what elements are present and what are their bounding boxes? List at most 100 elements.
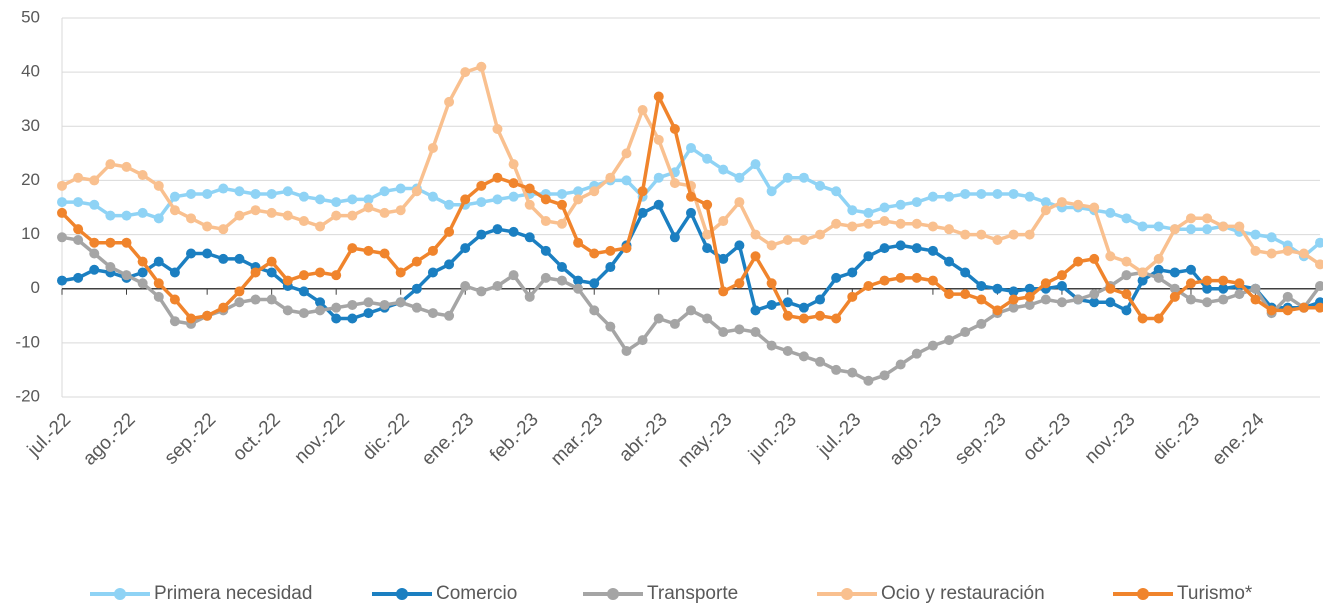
data-point — [686, 305, 696, 316]
series-line — [60, 94, 1320, 321]
y-tick-label: 40 — [21, 62, 40, 81]
data-point — [960, 327, 971, 338]
data-point — [1298, 248, 1309, 259]
data-point — [944, 256, 955, 267]
y-tick-label: 0 — [31, 278, 40, 297]
data-point — [718, 253, 729, 264]
data-point — [734, 197, 745, 208]
data-point — [218, 302, 229, 313]
data-point — [57, 180, 67, 191]
data-point — [395, 205, 406, 216]
data-point — [1169, 283, 1180, 294]
data-point — [347, 299, 358, 310]
data-point — [766, 186, 777, 197]
x-tick-label: sep.-22 — [161, 409, 221, 469]
data-point — [669, 232, 680, 243]
data-point — [1315, 259, 1323, 270]
legend-marker — [607, 588, 619, 600]
data-point — [315, 297, 326, 308]
data-point — [734, 240, 745, 251]
data-point — [589, 278, 600, 289]
x-tick-label: nov.-23 — [1081, 409, 1140, 468]
data-point — [702, 153, 713, 164]
data-point — [1121, 305, 1132, 316]
data-point — [282, 305, 293, 316]
y-tick-label: 30 — [21, 116, 40, 135]
data-point — [73, 224, 84, 235]
x-tick-label: oct.-22 — [229, 409, 285, 465]
data-point — [1073, 294, 1084, 305]
data-point — [750, 159, 761, 170]
data-point — [1040, 278, 1051, 289]
data-point — [508, 178, 519, 189]
data-point — [605, 172, 616, 183]
data-point — [137, 267, 148, 278]
data-point — [1056, 297, 1067, 308]
data-point — [686, 207, 696, 218]
data-point — [169, 205, 180, 216]
data-point — [1024, 299, 1035, 310]
data-point — [444, 199, 455, 210]
data-point — [1153, 221, 1164, 232]
data-point — [315, 194, 326, 205]
data-point — [831, 218, 842, 229]
data-point — [250, 267, 261, 278]
data-point — [524, 291, 535, 302]
data-point — [1024, 191, 1035, 202]
data-point — [411, 256, 422, 267]
data-point — [992, 305, 1003, 316]
data-point — [395, 183, 406, 194]
data-point — [944, 191, 955, 202]
data-point — [1089, 297, 1100, 308]
data-point — [879, 275, 890, 286]
data-point — [363, 245, 374, 256]
data-point — [379, 248, 390, 259]
data-point — [573, 275, 584, 286]
data-point — [1137, 275, 1148, 286]
data-point — [750, 327, 761, 338]
x-tick-label: ago.-23 — [886, 409, 946, 469]
data-point — [895, 199, 906, 210]
data-point — [153, 213, 164, 224]
data-point — [1008, 286, 1019, 297]
data-point — [169, 316, 180, 327]
x-tick-label: oct.-23 — [1019, 409, 1075, 465]
data-point — [186, 188, 197, 199]
data-point — [266, 294, 277, 305]
data-point — [1121, 270, 1132, 281]
data-point — [911, 348, 922, 359]
data-point — [89, 237, 100, 248]
data-point — [363, 194, 374, 205]
data-point — [460, 194, 471, 205]
data-point — [1218, 283, 1229, 294]
data-point — [540, 245, 551, 256]
data-point — [444, 259, 455, 270]
data-point — [621, 345, 632, 356]
data-point — [153, 291, 164, 302]
data-point — [1024, 229, 1035, 240]
data-point — [331, 210, 342, 221]
data-point — [460, 67, 471, 78]
data-point — [1137, 313, 1148, 324]
data-point — [331, 313, 342, 324]
data-point — [57, 207, 67, 218]
data-point — [73, 197, 84, 208]
data-point — [1202, 275, 1213, 286]
data-point — [863, 207, 874, 218]
data-point — [137, 256, 148, 267]
data-point — [702, 229, 713, 240]
data-point — [750, 305, 761, 316]
legend-label: Turismo* — [1177, 583, 1253, 604]
data-point — [750, 251, 761, 262]
data-point — [960, 289, 971, 300]
data-point — [508, 226, 519, 237]
data-point — [702, 243, 713, 254]
data-point — [492, 194, 503, 205]
data-point — [992, 234, 1003, 245]
legend-label: Comercio — [436, 583, 517, 604]
data-point — [282, 186, 293, 197]
data-point — [411, 186, 422, 197]
data-point — [508, 191, 519, 202]
data-point — [927, 221, 938, 232]
data-point — [637, 105, 648, 116]
